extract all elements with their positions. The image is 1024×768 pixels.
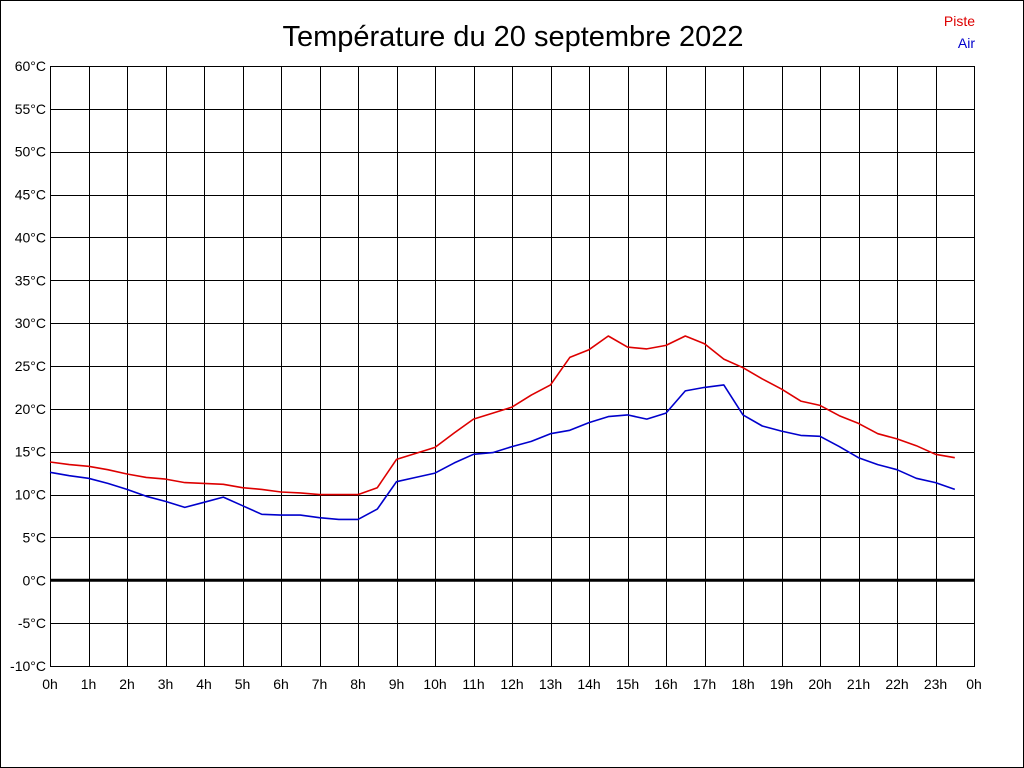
x-tick-label: 11h xyxy=(462,676,484,692)
x-tick-label: 2h xyxy=(119,676,135,692)
y-tick-label: 20°C xyxy=(15,401,46,417)
x-tick-label: 17h xyxy=(693,676,716,692)
y-tick-label: -10°C xyxy=(10,658,46,674)
x-tick-label: 13h xyxy=(539,676,562,692)
y-tick-label: 30°C xyxy=(15,315,46,331)
x-tick-label: 6h xyxy=(273,676,289,692)
x-tick-label: 4h xyxy=(196,676,212,692)
x-tick-label: 1h xyxy=(81,676,97,692)
series-lines xyxy=(49,335,956,521)
x-tick-label: 0h xyxy=(966,676,982,692)
legend: Piste Air xyxy=(944,13,975,51)
x-tick-label: 19h xyxy=(770,676,793,692)
x-tick-label: 15h xyxy=(616,676,639,692)
y-tick-label: 0°C xyxy=(23,572,47,588)
x-tick-label: 12h xyxy=(500,676,523,692)
x-tick-label: 23h xyxy=(924,676,947,692)
y-tick-label: 5°C xyxy=(23,529,47,545)
x-tick-label: 0h xyxy=(42,676,58,692)
y-tick-label: 55°C xyxy=(15,101,46,117)
series-line-air xyxy=(49,384,956,521)
y-tick-label: -5°C xyxy=(18,615,46,631)
axis-labels: -10°C -5°C 0°C 5°C 10°C 15°C 20°C 25°C 30°C 35°C 4… xyxy=(10,58,982,692)
y-tick-label: 15°C xyxy=(15,444,46,460)
y-tick-label: 40°C xyxy=(15,229,46,245)
legend-entry-air: Air xyxy=(958,35,975,51)
chart-title: Température du 20 septembre 2022 xyxy=(282,21,743,53)
x-tick-label: 7h xyxy=(312,676,328,692)
x-tick-label: 10h xyxy=(423,676,446,692)
y-tick-label: 45°C xyxy=(15,187,46,203)
y-tick-label: 50°C xyxy=(15,144,46,160)
grid xyxy=(50,66,975,667)
x-tick-label: 22h xyxy=(885,676,908,692)
x-tick-label: 14h xyxy=(577,676,600,692)
y-tick-label: 10°C xyxy=(15,487,46,503)
y-tick-label: 60°C xyxy=(15,58,46,74)
series-line-piste xyxy=(49,335,955,496)
x-tick-label: 8h xyxy=(350,676,366,692)
x-tick-label: 5h xyxy=(235,676,251,692)
y-tick-label: 25°C xyxy=(15,358,46,374)
legend-entry-piste: Piste xyxy=(944,13,975,29)
x-tick-label: 21h xyxy=(847,676,870,692)
x-tick-label: 3h xyxy=(158,676,174,692)
x-tick-label: 20h xyxy=(808,676,831,692)
x-tick-label: 18h xyxy=(731,676,754,692)
y-tick-label: 35°C xyxy=(15,272,46,288)
x-tick-label: 16h xyxy=(654,676,677,692)
x-tick-label: 9h xyxy=(389,676,405,692)
